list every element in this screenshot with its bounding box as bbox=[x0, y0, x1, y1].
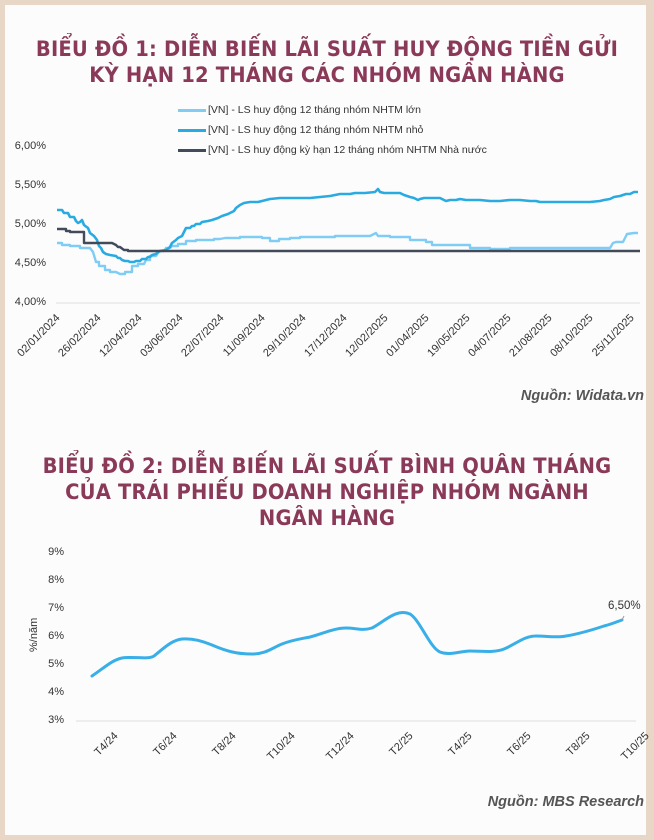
legend-label: [VN] - LS huy động 12 tháng nhóm NHTM nh… bbox=[208, 124, 424, 136]
chart2-ytick: 3% bbox=[48, 714, 64, 726]
chart1-ytick: 4,50% bbox=[14, 257, 46, 269]
chart1-ytick: 5,00% bbox=[14, 218, 46, 230]
legend-item-state-banks: [VN] - LS huy động kỳ hạn 12 tháng nhóm … bbox=[178, 140, 487, 160]
legend-swatch-icon bbox=[178, 128, 206, 132]
chart1-legend: [VN] - LS huy động 12 tháng nhóm NHTM lớ… bbox=[178, 100, 487, 160]
chart2-source: Nguồn: MBS Research bbox=[487, 794, 644, 810]
chart2-ytick: 5% bbox=[48, 658, 64, 670]
chart2-ytick: 9% bbox=[48, 546, 64, 558]
chart2-ytick: 7% bbox=[48, 602, 64, 614]
chart2-data-label: 6,50% bbox=[608, 600, 641, 612]
legend-label: [VN] - LS huy động 12 tháng nhóm NHTM lớ… bbox=[208, 104, 421, 116]
chart2-title-line1: BIỂU ĐỒ 2: DIỄN BIẾN LÃI SUẤT BÌNH QUÂN … bbox=[42, 454, 612, 478]
chart1-source: Nguồn: Widata.vn bbox=[520, 388, 644, 404]
chart1-title-line1: BIỂU ĐỒ 1: DIỄN BIẾN LÃI SUẤT HUY ĐỘNG T… bbox=[35, 37, 619, 61]
chart2-title-line3: NGÂN HÀNG bbox=[258, 506, 396, 530]
chart2-ytick: 6% bbox=[48, 630, 64, 642]
legend-label: [VN] - LS huy động kỳ hạn 12 tháng nhóm … bbox=[208, 144, 487, 156]
chart1-title: BIỂU ĐỒ 1: DIỄN BIẾN LÃI SUẤT HUY ĐỘNG T… bbox=[23, 36, 631, 88]
chart2-title-line2: CỦA TRÁI PHIẾU DOANH NGHIỆP NHÓM NGÀNH bbox=[65, 480, 589, 504]
legend-swatch-icon bbox=[178, 148, 206, 152]
legend-item-large-banks: [VN] - LS huy động 12 tháng nhóm NHTM lớ… bbox=[178, 100, 487, 120]
chart2-ytick: 8% bbox=[48, 574, 64, 586]
chart1-title-line2: KỲ HẠN 12 THÁNG CÁC NHÓM NGÂN HÀNG bbox=[89, 63, 565, 87]
infographic-card bbox=[5, 5, 646, 835]
chart1-ytick: 4,00% bbox=[14, 296, 46, 308]
chart2-title: BIỂU ĐỒ 2: DIỄN BIẾN LÃI SUẤT BÌNH QUÂN … bbox=[23, 453, 631, 531]
chart1-ytick: 5,50% bbox=[14, 179, 46, 191]
chart1-ytick: 6,00% bbox=[14, 140, 46, 152]
legend-item-small-banks: [VN] - LS huy động 12 tháng nhóm NHTM nh… bbox=[178, 120, 487, 140]
legend-swatch-icon bbox=[178, 108, 206, 112]
chart2-ytick: 4% bbox=[48, 686, 64, 698]
